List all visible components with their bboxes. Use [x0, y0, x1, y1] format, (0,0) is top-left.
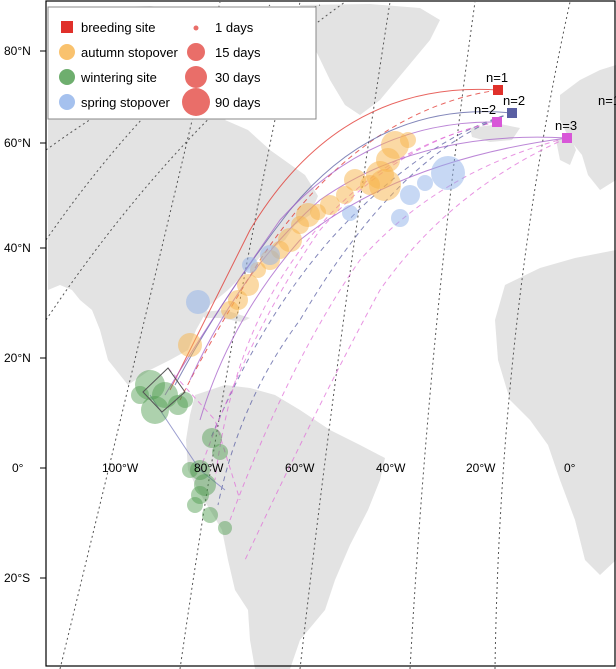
legend-breeding-label: breeding site: [81, 20, 155, 35]
migration-track: [199, 137, 568, 421]
legend-30day-swatch: [185, 66, 207, 88]
spring-stopover-circle: [186, 290, 210, 314]
legend-15day-swatch: [187, 43, 205, 61]
lat-label-20s: 20°S: [4, 571, 30, 585]
legend-wintering-label: wintering site: [80, 70, 157, 85]
sample-size-labels: n=1 n=2 n=2 n=3 n=1: [474, 70, 616, 133]
legend-90day-label: 90 days: [215, 95, 261, 110]
autumn-stopover-circle: [221, 301, 239, 319]
lat-label-60n: 60°N: [4, 136, 31, 150]
wintering-stopover-circle: [194, 474, 216, 496]
autumn-stopover-circle: [178, 333, 202, 357]
lon-label-80w: 80°W: [194, 461, 224, 475]
autumn-stopover-circle: [237, 274, 259, 296]
iceland: [470, 124, 520, 142]
graticule-line: [494, 1, 571, 669]
map-frame: [45, 0, 616, 667]
autumn-stopover-circle: [344, 169, 366, 191]
lon-label-60w: 60°W: [285, 461, 315, 475]
greenland: [300, 4, 440, 115]
lat-label-0: 0°: [12, 461, 24, 475]
legend: breeding site autumn stopover wintering …: [47, 6, 317, 120]
spring-stopover-circle: [242, 257, 258, 273]
sample-label-2: n=2: [503, 93, 525, 108]
migration-track: [209, 112, 513, 441]
spring-stopover-circle: [400, 185, 420, 205]
autumn-stopover-circle: [400, 132, 416, 148]
wintering-stopover-circle: [202, 507, 218, 523]
breeding-sites: [492, 85, 572, 143]
graticule-line: [179, 1, 301, 669]
south-america: [186, 385, 385, 669]
breeding-site-square: [493, 85, 503, 95]
lat-label-40n: 40°N: [4, 241, 31, 255]
spring-stopover-circle: [260, 245, 280, 265]
wintering-stopover-circle: [168, 395, 188, 415]
legend-breeding-swatch: [61, 21, 73, 33]
autumn-stopover-circle: [369, 169, 401, 201]
legend-wintering-swatch: [59, 69, 75, 85]
legend-spring-swatch: [59, 94, 75, 110]
wintering-stopover-circle: [152, 382, 178, 408]
migration-track: [229, 137, 568, 521]
europe: [560, 65, 616, 190]
spring-stopover-circle: [391, 209, 409, 227]
spring-stopover-circle: [342, 205, 358, 221]
migration-track: [217, 112, 513, 506]
wintering-stopover-circle: [218, 521, 232, 535]
longitude-labels: 100°W 80°W 60°W 40°W 20°W 0°: [102, 461, 576, 475]
migration-track: [244, 137, 568, 561]
spring-stopover-circle: [417, 175, 433, 191]
latitude-labels: 80°N 60°N 40°N 20°N 0° 20°S: [4, 44, 46, 585]
lon-label-0: 0°: [564, 461, 576, 475]
sample-label-5: n=1: [598, 93, 616, 108]
autumn-stopover-circle: [336, 186, 354, 204]
legend-90day-swatch: [182, 88, 210, 116]
legend-30day-label: 30 days: [215, 70, 261, 85]
wintering-stopover-circle: [182, 462, 198, 478]
legend-autumn-swatch: [59, 44, 75, 60]
migration-track: [179, 89, 499, 401]
legend-spring-label: spring stopover: [81, 95, 171, 110]
legend-box: [47, 6, 317, 120]
sample-label-3: n=2: [474, 102, 496, 117]
sample-label-4: n=3: [555, 118, 577, 133]
breeding-site-square: [562, 133, 572, 143]
spring-stopover-circle: [431, 156, 465, 190]
wintering-stopover-circle: [212, 444, 228, 460]
wintering-stopover-circle: [141, 396, 169, 424]
legend-autumn-label: autumn stopover: [81, 45, 179, 60]
breeding-site-square: [492, 117, 502, 127]
migration-track: [199, 121, 498, 471]
north-america: [48, 40, 318, 385]
wintering-stopover-circle: [191, 486, 209, 504]
legend-1day-label: 1 days: [215, 20, 254, 35]
lat-label-80n: 80°N: [4, 44, 31, 58]
graticule-line: [409, 1, 476, 669]
wintering-stopover-circle: [187, 497, 203, 513]
legend-15day-label: 15 days: [215, 45, 261, 60]
land-masses: [48, 4, 616, 669]
graticule-line: [59, 1, 221, 669]
wintering-stopover-circle: [202, 428, 222, 448]
lon-label-100w: 100°W: [102, 461, 139, 475]
british-isles: [556, 136, 576, 165]
wintering-stopover-circle: [190, 460, 210, 480]
africa: [495, 250, 616, 575]
sample-label-1: n=1: [486, 70, 508, 85]
graticule-lines: [45, 1, 571, 669]
wintering-area-polygon: [142, 367, 186, 413]
breeding-site-square: [507, 108, 517, 118]
lon-label-20w: 20°W: [466, 461, 496, 475]
migration-track: [149, 394, 226, 491]
graticule-line: [299, 1, 391, 669]
lat-label-20n: 20°N: [4, 351, 31, 365]
lon-label-40w: 40°W: [376, 461, 406, 475]
stopover-circles: [131, 131, 465, 535]
wintering-stopover-circle: [177, 392, 193, 408]
legend-1day-swatch: [193, 25, 199, 31]
